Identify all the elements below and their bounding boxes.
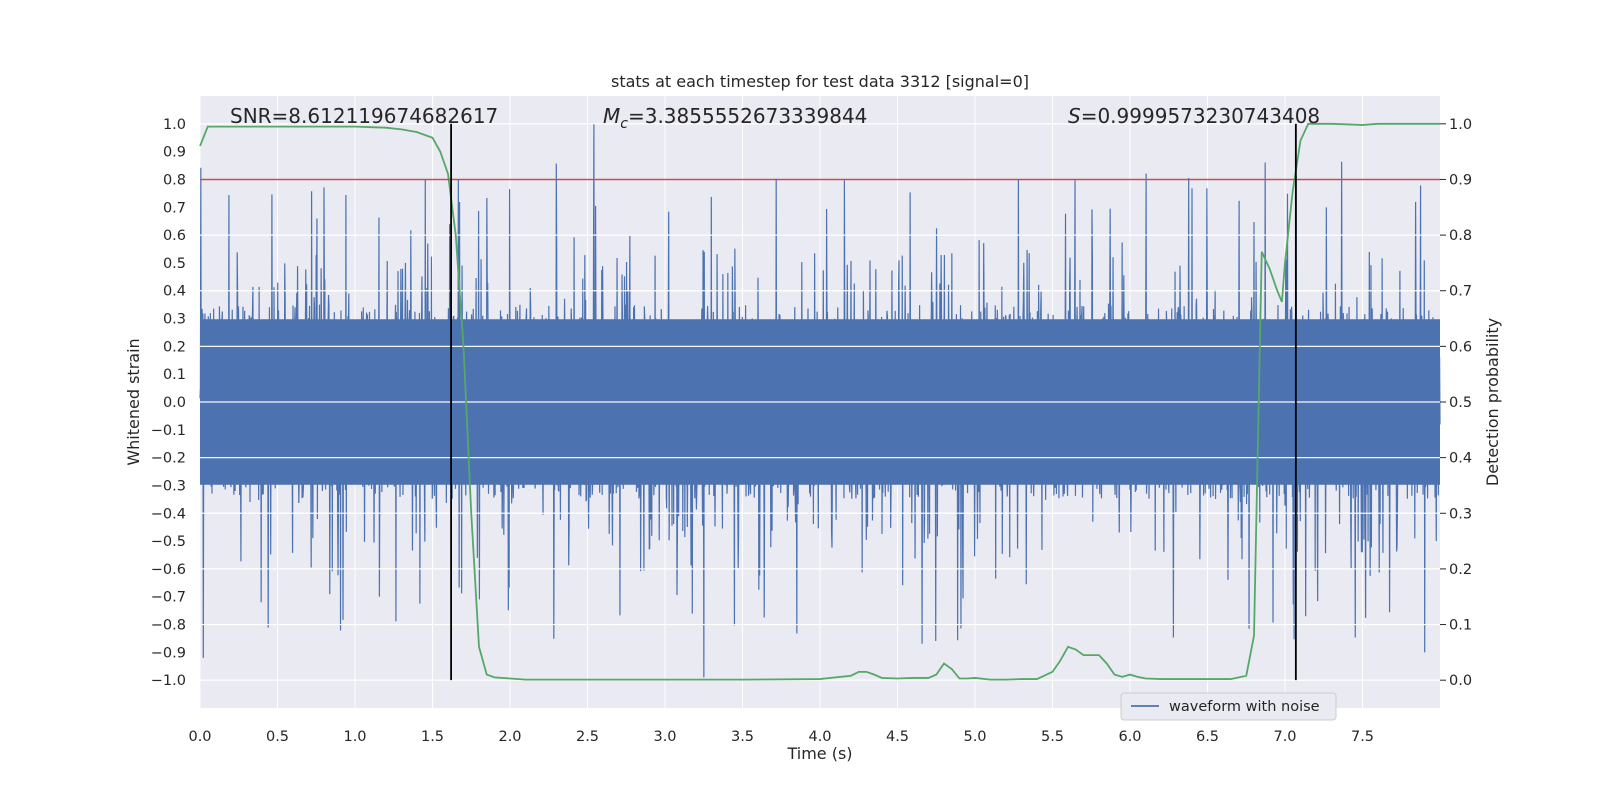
- overlay-lines: [200, 123, 1440, 681]
- y-left-tick-label: −0.6: [151, 562, 186, 578]
- chart-title: stats at each timestep for test data 331…: [611, 72, 1029, 91]
- y-left-tick-label: 0.0: [163, 395, 186, 411]
- y-right-tick-label: 0.7: [1449, 284, 1472, 300]
- y-left-tick-label: 0.3: [163, 312, 186, 328]
- x-tick-label: 7.0: [1273, 729, 1296, 745]
- y-left-tick-label: −0.7: [151, 590, 186, 606]
- y-left-tick-label: −0.5: [151, 534, 186, 550]
- x-axis-ticks: 0.0 0.5 1.0 1.5 2.0 2.5 3.0 3.5 4.0 4.5 5.0 5.5 6.0 6…: [188, 729, 1374, 745]
- x-tick-label: 4.5: [886, 729, 909, 745]
- y-left-tick-label: −1.0: [151, 673, 186, 689]
- y-right-tick-label: 0.4: [1449, 451, 1472, 467]
- x-tick-label: 0.5: [266, 729, 289, 745]
- x-axis-title: Time (s): [786, 744, 852, 763]
- x-tick-label: 7.5: [1351, 729, 1374, 745]
- y-left-tick-label: 0.7: [163, 200, 186, 216]
- y-left-tick-label: 0.2: [163, 339, 186, 355]
- y-right-tick-label: 0.3: [1449, 506, 1472, 522]
- y-left-tick-label: −0.4: [151, 506, 186, 522]
- y-left-tick-label: −0.9: [151, 645, 186, 661]
- y-right-tick-label: 1.0: [1449, 117, 1472, 133]
- y-left-tick-label: 1.0: [163, 117, 186, 133]
- x-tick-label: 0.0: [188, 729, 211, 745]
- x-tick-label: 5.0: [963, 729, 986, 745]
- y-right-tick-label: 0.9: [1449, 172, 1472, 188]
- legend-box: [1120, 692, 1337, 721]
- y-left-tick-label: −0.2: [151, 451, 186, 467]
- x-tick-label: 6.0: [1118, 729, 1141, 745]
- snr-annotation: SNR=8.612119674682617: [230, 104, 498, 128]
- probability-series: [199, 122, 1440, 681]
- x-tick-label: 3.0: [653, 729, 676, 745]
- y-left-tick-label: 0.5: [163, 256, 186, 272]
- legend-label: waveform with noise: [1169, 699, 1320, 715]
- y-axis-left-ticks: −1.0 −0.9 −0.8 −0.7 −0.6 −0.5 −0.4 −0.3 −0.2 −0.1…: [151, 117, 186, 689]
- y-left-tick-label: 0.9: [163, 145, 186, 161]
- y-axis-right-title: Detection probability: [1483, 318, 1502, 486]
- x-tick-label: 3.5: [731, 729, 754, 745]
- x-tick-label: 2.5: [576, 729, 599, 745]
- y-right-tick-label: 0.2: [1449, 562, 1472, 578]
- y-right-tick-label: 0.6: [1449, 339, 1472, 355]
- y-left-tick-label: −0.3: [151, 478, 186, 494]
- y-right-tick-label: 0.8: [1449, 228, 1472, 244]
- y-left-tick-label: 0.8: [163, 172, 186, 188]
- x-tick-label: 2.0: [498, 729, 521, 745]
- y-right-tick-label: 0.0: [1449, 673, 1472, 689]
- y-right-tick-label: 0.1: [1449, 618, 1472, 634]
- significance-value: =0.9999573230743408: [1081, 104, 1320, 128]
- probability-line: [199, 122, 1440, 681]
- y-right-tick-label: 0.5: [1449, 395, 1472, 411]
- y-axis-left-title: Whitened strain: [124, 338, 143, 465]
- chirp-mass-value: =3.3855552673339844: [628, 104, 867, 128]
- y-axis-right-ticks: 0.0 0.1 0.2 0.3 0.4 0.5 0.6 0.7 0.8 0.9 1.0: [1440, 117, 1472, 689]
- x-tick-label: 4.0: [808, 729, 831, 745]
- waveform-series: [199, 123, 1441, 681]
- x-tick-label: 6.5: [1196, 729, 1219, 745]
- x-tick-label: 1.5: [421, 729, 444, 745]
- y-left-tick-label: −0.1: [151, 423, 186, 439]
- significance-annotation: S=0.9999573230743408: [1068, 104, 1320, 128]
- chirp-mass-annotation: Mc=3.3855552673339844: [603, 104, 867, 132]
- y-left-tick-label: −0.8: [151, 618, 186, 634]
- x-tick-label: 1.0: [343, 729, 366, 745]
- y-left-tick-label: 0.4: [163, 284, 186, 300]
- y-left-tick-label: 0.1: [163, 367, 186, 383]
- x-tick-label: 5.5: [1041, 729, 1064, 745]
- legend: waveform with noise: [1120, 692, 1337, 721]
- y-left-tick-label: 0.6: [163, 228, 186, 244]
